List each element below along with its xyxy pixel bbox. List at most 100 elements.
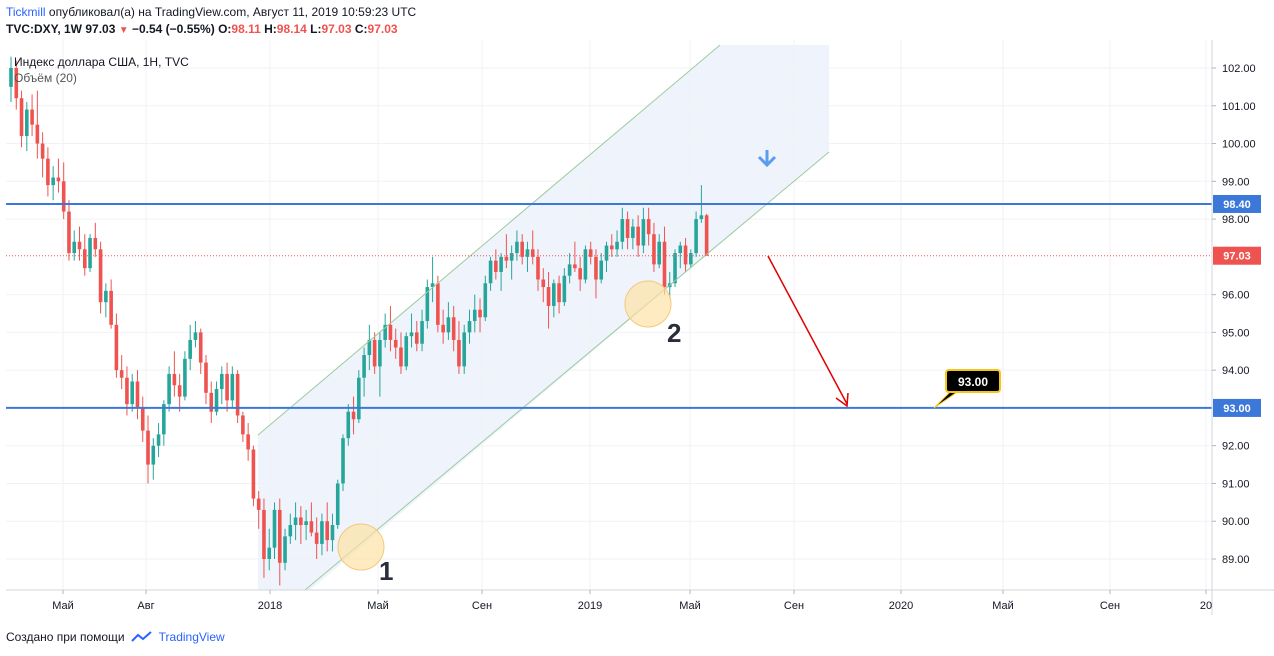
time-tick-label: Сен (1100, 600, 1120, 612)
last-value: 97.03 (85, 22, 116, 36)
candle-body (472, 309, 477, 322)
candle-body (567, 264, 572, 276)
candle-body (646, 219, 651, 235)
candle-body (562, 275, 567, 303)
candle-body (277, 509, 282, 563)
candle-body (67, 211, 71, 254)
candle-body (478, 309, 482, 318)
open-label: O: (218, 22, 232, 36)
candle-body (72, 241, 77, 254)
candle-body (699, 215, 704, 220)
candle-body (256, 498, 261, 510)
tradingview-link[interactable]: TradingView (158, 630, 225, 644)
candle-body (483, 283, 488, 318)
candle-body (388, 324, 393, 340)
candle-body (251, 449, 256, 499)
candle-body (399, 347, 403, 367)
tradingview-logo-icon (130, 631, 152, 642)
candle-body (578, 268, 582, 280)
candle-body (262, 509, 266, 560)
candle-body (46, 158, 50, 186)
callout-box (945, 369, 1001, 393)
candle-body (119, 370, 124, 378)
candle-body (599, 260, 604, 280)
target-callout[interactable]: 93.00 (933, 369, 1001, 409)
candle-body (425, 287, 430, 322)
candle-body (309, 521, 314, 533)
close-label: C: (354, 22, 368, 36)
time-axis[interactable]: Май Авг 2018 Май Сен 2019 Май Сен 2020 Май Сен 20 (52, 590, 1212, 612)
price-tag (1213, 246, 1261, 265)
candle-body (30, 109, 34, 125)
author-link[interactable]: Tickmill (6, 5, 46, 19)
time-tick-label: Май (52, 600, 74, 612)
candle-body (40, 143, 45, 159)
candle-body (77, 241, 82, 250)
candle-body (183, 358, 187, 397)
time-tick-label: Май (992, 600, 1014, 612)
candle-body (673, 253, 677, 284)
channel-upper-line[interactable] (257, 44, 721, 436)
candle-body (330, 525, 335, 541)
candle-body (9, 68, 13, 87)
time-tick-label: 20 (1200, 600, 1212, 612)
candle-body (188, 339, 192, 359)
legend-title: Индекс доллара США, 1Н, TVC (14, 55, 189, 69)
time-tick-label: 2020 (889, 600, 913, 612)
candle-body (325, 521, 329, 541)
candle-body (88, 237, 92, 269)
candle-body (341, 438, 345, 484)
red-forecast-arrow[interactable] (767, 255, 849, 408)
candle-body (657, 241, 662, 265)
candle-body (420, 321, 424, 344)
candle-body (509, 253, 514, 261)
candle-body (383, 324, 387, 340)
price-tick-label: 101.00 (1222, 101, 1256, 113)
candle-body (283, 536, 287, 563)
high-value: 98.14 (276, 22, 307, 36)
candle-body (499, 256, 503, 272)
price-tick-label: 96.00 (1222, 290, 1250, 302)
touch-circle-1[interactable] (337, 523, 385, 571)
candle-body (230, 373, 235, 401)
touch-circle-2[interactable] (624, 280, 672, 328)
candle-body (151, 445, 156, 465)
price-axis[interactable]: 102.00 101.00 100.00 99.00 98.00 96.00 95.00 94… (1212, 63, 1256, 566)
candle-body (235, 373, 240, 416)
publish-info: опубликовал(а) на TradingView.com, Авгус… (48, 5, 417, 19)
footer: Создано при помощи TradingView (6, 630, 225, 644)
candle-body (393, 339, 398, 348)
candle-body (272, 509, 277, 548)
time-tick-label: Авг (137, 600, 154, 612)
candle-body (209, 392, 214, 412)
candle-body (246, 434, 250, 450)
candle-body (683, 245, 688, 265)
candle-body (25, 109, 29, 136)
candle-body (357, 377, 361, 420)
candle-body (652, 234, 656, 265)
candle-body (604, 245, 609, 261)
candle-body (35, 124, 40, 144)
time-tick-label: 2019 (578, 600, 602, 612)
candle-body (436, 283, 440, 325)
price-tags: 98.40 97.03 93.00 (1213, 194, 1261, 417)
candle-body (362, 355, 366, 378)
time-tick-label: Май (679, 600, 701, 612)
price-tick-label: 91.00 (1222, 478, 1250, 490)
candle-body (525, 249, 530, 257)
price-tag (1213, 398, 1261, 417)
candle-body (520, 241, 524, 257)
candle-body (299, 517, 303, 526)
candle-body (573, 264, 577, 269)
candle-body (214, 389, 219, 412)
candle-body (93, 237, 98, 250)
symbol[interactable]: TVC:DXY, 1W (6, 22, 83, 36)
channel-lower-line[interactable] (304, 151, 830, 591)
candle-body (451, 317, 456, 340)
candle-body (694, 219, 698, 254)
candle-body (678, 245, 683, 254)
low-value: 97.03 (321, 22, 352, 36)
candle-body (56, 177, 61, 182)
symbol-header: TVC:DXY, 1W 97.03 ▼ −0.54 (−0.55%) O:98.… (6, 22, 398, 36)
